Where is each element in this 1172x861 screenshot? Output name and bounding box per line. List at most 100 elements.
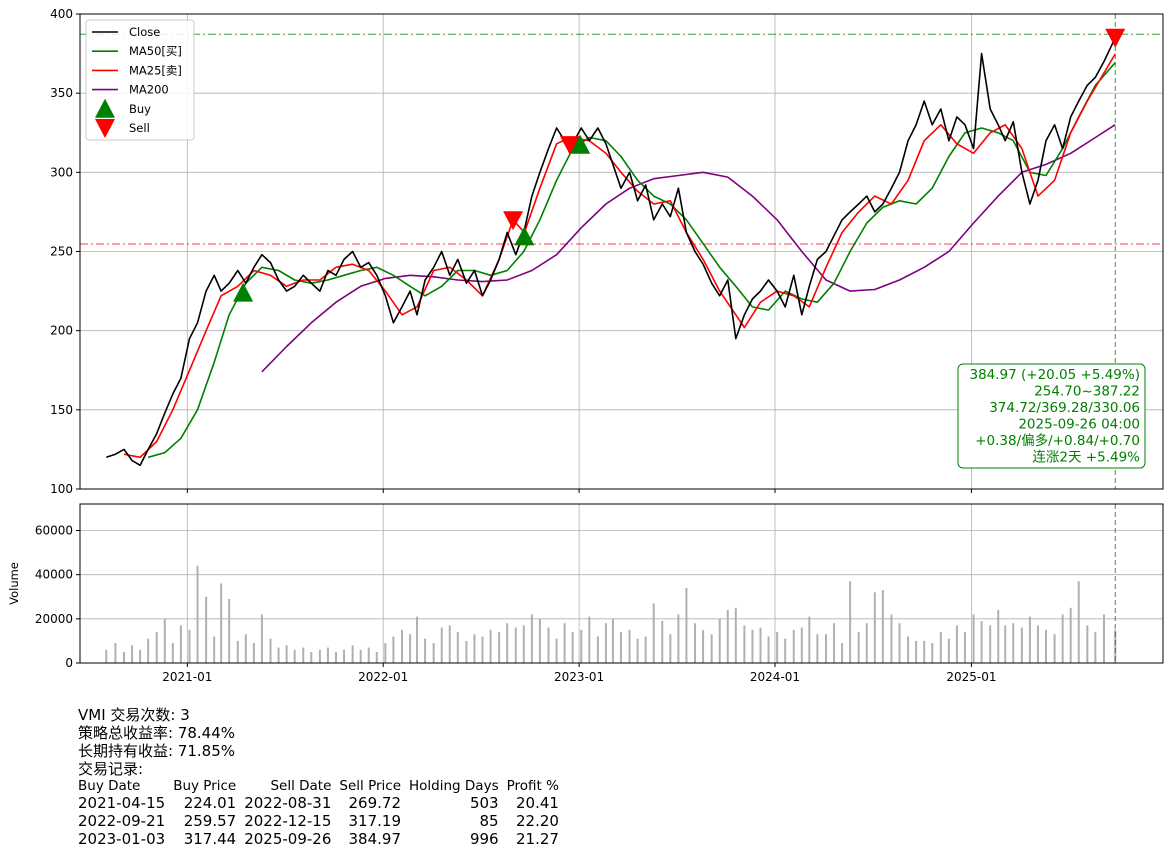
series-line-close <box>106 37 1116 467</box>
volume-bar <box>489 629 492 663</box>
volume-bar <box>220 583 223 663</box>
legend-swatch <box>95 119 115 138</box>
volume-bar <box>841 643 844 663</box>
volume-bar <box>759 627 762 663</box>
legend: Close MA50[买] MA25[卖] MA200 Buy Sell <box>85 19 195 141</box>
volume-bar <box>326 647 329 663</box>
volume-bar <box>694 623 697 663</box>
info-box-frame <box>957 363 1146 469</box>
volume-bar <box>555 638 558 663</box>
volume-bar <box>213 636 216 663</box>
legend-swatch <box>95 98 115 118</box>
volume-bar <box>334 651 337 663</box>
buy-marker <box>233 282 254 302</box>
cell-holding-days: 85 <box>479 812 499 830</box>
volume-bar <box>1028 616 1031 663</box>
volume-bar <box>1069 607 1072 663</box>
volume-bar <box>677 614 680 663</box>
volume-bar <box>718 618 721 663</box>
legend-label: Sell <box>129 121 150 135</box>
header-holding-days: Holding Days <box>409 778 499 794</box>
volume-bar <box>571 632 574 663</box>
volume-bar <box>538 618 541 663</box>
x-tick-label: 2025-01 <box>946 670 996 684</box>
trade-records-table: Buy Date Buy Price Sell Date Sell Price … <box>78 778 563 848</box>
cell-sell-date: 2025-09-26 <box>244 830 332 848</box>
strategy-return-text: 策略总收益率: 78.44% <box>78 724 236 742</box>
volume-bar <box>619 632 622 663</box>
y-tick-label: 400 <box>50 7 73 21</box>
volume-bar <box>375 651 378 663</box>
volume-bar <box>963 632 966 663</box>
volume-bar <box>260 614 263 663</box>
volume-bar <box>611 618 614 663</box>
volume-bar <box>244 634 247 663</box>
sell-marker <box>1105 28 1126 48</box>
volume-bar <box>506 623 509 663</box>
volume-bar <box>228 598 231 663</box>
sell-marker <box>503 211 524 231</box>
cell-buy-date: 2023-01-03 <box>78 830 166 848</box>
volume-bar <box>710 634 713 663</box>
volume-bar <box>898 623 901 663</box>
volume-bar <box>824 634 827 663</box>
info-box-line: 连涨2天 +5.49% <box>1032 450 1140 466</box>
volume-bar <box>171 643 174 663</box>
volume-bar <box>1012 623 1015 663</box>
cell-profit: 22.20 <box>516 812 559 830</box>
buy-hold-return-text: 长期持有收益: 71.85% <box>78 742 236 760</box>
volume-bar <box>205 596 208 663</box>
info-box-line: 2025-09-26 04:00 <box>1018 417 1140 433</box>
volume-bar <box>857 632 860 663</box>
volume-bar <box>776 632 779 663</box>
cell-sell-price: 317.19 <box>348 812 402 830</box>
table-row: 2022-09-21 259.57 2022-12-15 317.19 85 2… <box>78 812 563 830</box>
volume-bar <box>131 645 134 663</box>
volume-bar <box>1077 581 1080 663</box>
volume-tick-label: 20000 <box>35 612 73 626</box>
volume-bar <box>179 625 182 663</box>
volume-bar <box>1020 627 1023 663</box>
volume-bar <box>105 649 108 663</box>
volume-bar <box>890 614 893 663</box>
volume-bar <box>652 603 655 663</box>
legend-label: MA25[卖] <box>129 63 182 77</box>
volume-bar <box>1045 629 1048 663</box>
volume-tick-label: 40000 <box>35 568 73 582</box>
volume-bar <box>751 629 754 663</box>
volume-bar <box>481 636 484 663</box>
y-tick-label: 200 <box>50 324 73 338</box>
volume-bar <box>1004 625 1007 663</box>
volume-bar <box>285 645 288 663</box>
cell-sell-price: 384.97 <box>348 830 402 848</box>
x-tick-label: 2021-01 <box>162 670 212 684</box>
series-line-ma50 <box>147 62 1116 459</box>
sell-marker <box>559 136 580 156</box>
volume-bar <box>808 616 811 663</box>
volume-bar <box>849 581 852 663</box>
cell-buy-date: 2021-04-15 <box>78 794 166 812</box>
volume-bar <box>448 625 451 663</box>
stock-chart: 100 150 200 250 300 350 400 0 20000 40000 60000 202… <box>7 7 1164 684</box>
volume-bar <box>269 638 272 663</box>
volume-bar <box>628 629 631 663</box>
volume-bar <box>409 634 412 663</box>
cell-profit: 21.27 <box>516 830 559 848</box>
y-tick-label: 350 <box>50 86 73 100</box>
volume-bar <box>1036 625 1039 663</box>
volume-bar <box>1114 629 1117 663</box>
volume-bar <box>997 610 1000 663</box>
volume-bar <box>931 643 934 663</box>
header-buy-date: Buy Date <box>78 778 141 794</box>
info-box-line: 374.72/369.28/330.06 <box>989 400 1140 416</box>
buy-marker <box>570 134 591 154</box>
y-tick-label: 100 <box>50 482 73 496</box>
volume-bar <box>580 629 583 663</box>
volume-bar <box>972 614 975 663</box>
volume-bar <box>401 629 404 663</box>
volume-bar <box>726 610 729 663</box>
cell-buy-price: 259.57 <box>183 812 237 830</box>
volume-bar <box>989 625 992 663</box>
volume-bar <box>293 649 296 663</box>
trade-records-title: 交易记录: <box>78 760 144 778</box>
